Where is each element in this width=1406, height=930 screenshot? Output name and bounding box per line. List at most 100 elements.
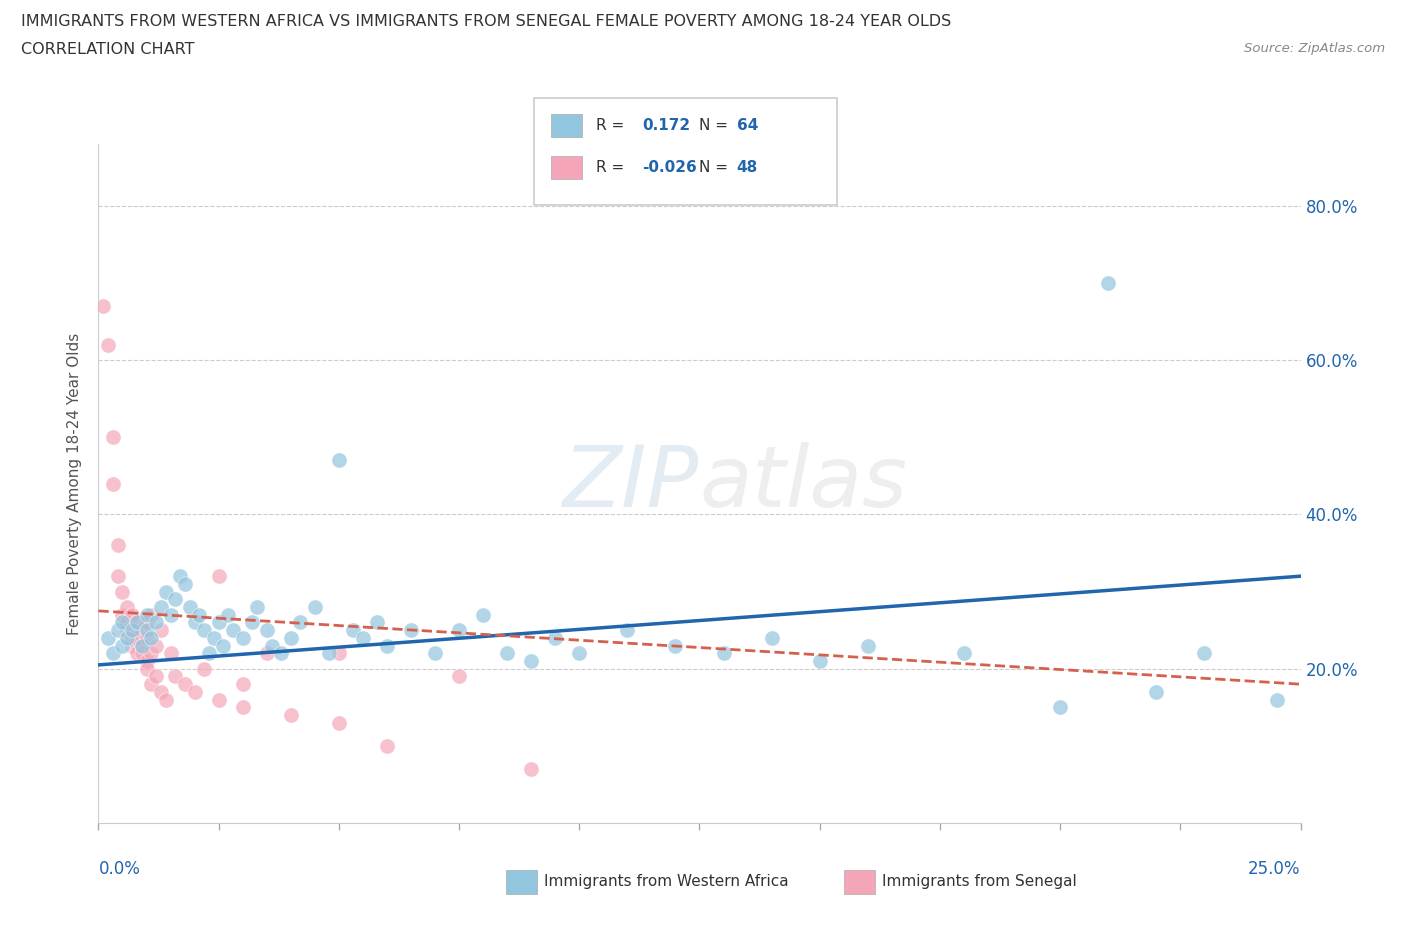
Point (165, 669, 187, 684)
Point (664, 638, 686, 653)
Point (111, 615, 134, 630)
Text: N =: N = (699, 118, 728, 133)
Point (423, 646, 446, 661)
Point (953, 646, 976, 661)
Point (222, 623, 245, 638)
Text: 0.172: 0.172 (643, 118, 690, 133)
Point (135, 661, 157, 676)
Point (193, 661, 215, 676)
Point (159, 646, 181, 661)
Text: N =: N = (699, 160, 728, 175)
Point (125, 631, 148, 645)
Point (125, 646, 148, 661)
Point (179, 600, 201, 615)
Point (159, 607, 181, 622)
Point (520, 762, 543, 777)
Text: 25.0%: 25.0% (1249, 860, 1301, 878)
Point (375, 738, 398, 753)
Text: atlas: atlas (700, 442, 907, 525)
Text: CORRELATION CHART: CORRELATION CHART (21, 42, 194, 57)
Point (111, 638, 134, 653)
Point (232, 631, 254, 645)
Text: R =: R = (596, 118, 624, 133)
Point (208, 615, 231, 630)
Point (188, 607, 211, 622)
Point (318, 646, 340, 661)
Point (141, 631, 163, 645)
Text: Immigrants from Senegal: Immigrants from Senegal (882, 874, 1077, 889)
Point (97, 631, 120, 645)
Point (117, 615, 139, 630)
Point (155, 692, 177, 707)
Point (131, 638, 153, 653)
Point (125, 615, 148, 630)
Point (472, 607, 495, 622)
Point (1144, 684, 1167, 699)
Text: IMMIGRANTS FROM WESTERN AFRICA VS IMMIGRANTS FROM SENEGAL FEMALE POVERTY AMONG 1: IMMIGRANTS FROM WESTERN AFRICA VS IMMIGR… (21, 14, 952, 29)
Point (121, 631, 143, 645)
Point (260, 638, 283, 653)
Point (352, 631, 374, 645)
Point (375, 638, 398, 653)
Point (121, 638, 143, 653)
Point (131, 623, 153, 638)
Point (169, 569, 191, 584)
Point (208, 569, 231, 584)
Point (1097, 275, 1119, 290)
Point (149, 684, 172, 699)
Text: ZIP: ZIP (564, 442, 700, 525)
Point (399, 623, 422, 638)
Point (101, 476, 124, 491)
Point (232, 700, 254, 715)
Point (117, 631, 139, 645)
Point (193, 623, 215, 638)
Point (141, 607, 163, 622)
Point (125, 615, 148, 630)
Point (145, 669, 167, 684)
Point (91, 299, 114, 313)
Point (616, 623, 638, 638)
Text: -0.026: -0.026 (643, 160, 697, 175)
Point (174, 677, 197, 692)
Point (145, 638, 167, 653)
Point (328, 715, 350, 730)
Point (496, 646, 519, 661)
Point (141, 646, 163, 661)
Point (97, 338, 120, 352)
Point (174, 577, 197, 591)
Point (107, 623, 129, 638)
Point (280, 631, 302, 645)
Point (290, 615, 312, 630)
Point (713, 646, 735, 661)
Text: Source: ZipAtlas.com: Source: ZipAtlas.com (1244, 42, 1385, 55)
Point (856, 638, 879, 653)
Point (117, 623, 139, 638)
Point (155, 584, 177, 599)
Point (183, 684, 205, 699)
Point (1194, 646, 1216, 661)
Point (131, 638, 153, 653)
Point (121, 607, 143, 622)
Point (761, 631, 783, 645)
Text: 64: 64 (737, 118, 758, 133)
Point (544, 631, 567, 645)
Point (165, 591, 187, 606)
Point (117, 600, 139, 615)
Point (135, 615, 157, 630)
Point (135, 607, 157, 622)
Text: 0.0%: 0.0% (98, 860, 141, 878)
Text: Immigrants from Western Africa: Immigrants from Western Africa (544, 874, 789, 889)
Text: R =: R = (596, 160, 624, 175)
Point (202, 631, 225, 645)
Text: 48: 48 (737, 160, 758, 175)
Point (135, 631, 157, 645)
Point (256, 623, 278, 638)
Point (1049, 700, 1071, 715)
Point (131, 646, 153, 661)
Point (183, 615, 205, 630)
Point (111, 584, 134, 599)
Point (328, 453, 350, 468)
Point (101, 430, 124, 445)
Point (246, 600, 269, 615)
Point (366, 615, 388, 630)
